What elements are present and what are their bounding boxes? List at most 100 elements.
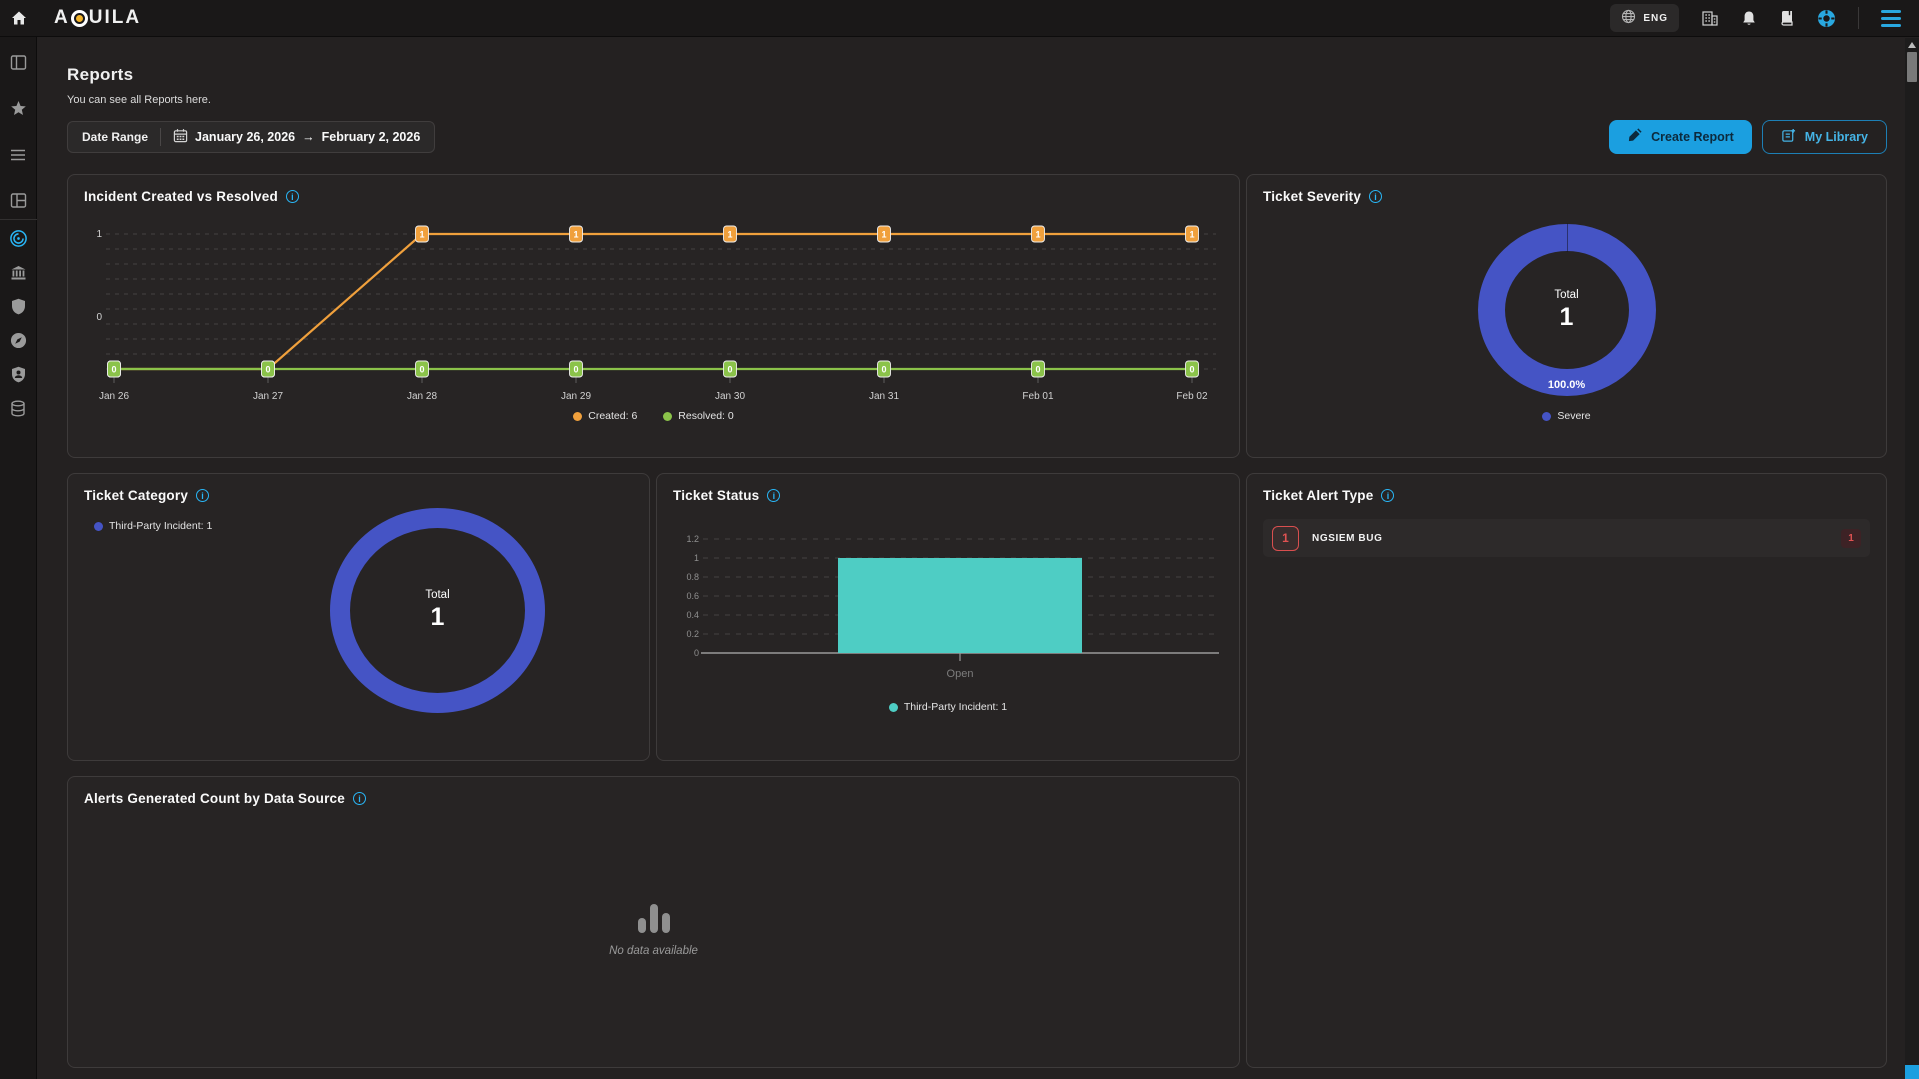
date-range-label: Date Range <box>82 130 149 144</box>
svg-text:1: 1 <box>419 230 424 240</box>
svg-text:1: 1 <box>881 230 886 240</box>
logo-text-suffix: UILA <box>88 7 142 28</box>
globe-icon <box>1621 9 1636 27</box>
svg-text:1: 1 <box>1035 230 1040 240</box>
help-wheel-icon[interactable] <box>1817 9 1836 28</box>
home-icon[interactable] <box>11 10 27 26</box>
shield-icon[interactable] <box>0 294 37 319</box>
panel-title: Ticket Severity <box>1263 189 1362 204</box>
panel-title: Incident Created vs Resolved <box>84 189 278 204</box>
create-report-label: Create Report <box>1651 130 1734 144</box>
layout-grid-icon[interactable] <box>0 188 37 213</box>
top-navbar: A UILA ENG <box>0 0 1919 37</box>
list-icon[interactable] <box>0 142 37 167</box>
svg-text:0: 0 <box>1189 365 1194 375</box>
svg-text:1: 1 <box>96 229 102 240</box>
library-icon <box>1781 128 1796 146</box>
info-icon[interactable] <box>196 489 210 502</box>
date-range-start: January 26, 2026 <box>195 130 296 144</box>
info-icon[interactable] <box>1381 489 1395 502</box>
arrow-right-icon: → <box>302 130 315 144</box>
sidebar-divider <box>0 219 37 220</box>
organization-icon[interactable] <box>1701 10 1719 27</box>
svg-text:Jan 27: Jan 27 <box>253 391 283 402</box>
panel-title: Alerts Generated Count by Data Source <box>84 791 345 806</box>
alert-count-badge: 1 <box>1841 528 1861 548</box>
user-shield-icon[interactable] <box>0 362 37 387</box>
created-dot-icon <box>573 411 583 421</box>
svg-text:0: 0 <box>111 365 116 375</box>
svg-text:1: 1 <box>694 553 699 563</box>
severe-dot-icon <box>1542 411 1552 421</box>
panel-ticket-status: Ticket Status 0 0.2 0.4 0.6 0.8 1 1.2 Open Thir… <box>656 473 1240 761</box>
svg-text:0: 0 <box>881 365 886 375</box>
donut-percentage-label: 100.0% <box>1547 379 1586 391</box>
info-icon[interactable] <box>352 792 366 805</box>
app-logo[interactable]: A UILA <box>54 7 141 29</box>
donut-slice-separator <box>1566 223 1568 252</box>
category-donut-chart[interactable]: Total 1 <box>330 508 545 713</box>
create-report-button[interactable]: Create Report <box>1609 120 1752 154</box>
legend-created[interactable]: Created: 6 <box>573 410 637 422</box>
legend-resolved[interactable]: Resolved: 0 <box>663 410 734 422</box>
bell-icon[interactable] <box>1741 10 1757 27</box>
empty-state: No data available <box>84 806 1223 1053</box>
scrollbar-thumb[interactable] <box>1907 52 1917 82</box>
info-icon[interactable] <box>1369 190 1383 203</box>
book-icon[interactable] <box>1779 10 1795 27</box>
svg-text:Jan 31: Jan 31 <box>869 391 899 402</box>
legend-third-party-incident[interactable]: Third-Party Incident: 1 <box>94 520 212 532</box>
panel-incident-created-vs-resolved: Incident Created vs Resolved 1 0 0 0 1 1 1 1 1 1 0… <box>67 174 1240 458</box>
compass-icon[interactable] <box>0 328 37 353</box>
panel-left-icon[interactable] <box>0 50 37 75</box>
donut-total-label: Total <box>425 589 450 601</box>
svg-text:0: 0 <box>573 365 578 375</box>
pen-icon <box>1627 128 1642 146</box>
left-sidebar <box>0 37 37 1079</box>
svg-text:Jan 29: Jan 29 <box>561 391 591 402</box>
star-icon[interactable] <box>0 96 37 121</box>
svg-text:1: 1 <box>727 230 732 240</box>
donut-total-label: Total <box>1554 288 1579 301</box>
svg-text:0: 0 <box>727 365 732 375</box>
my-library-label: My Library <box>1804 130 1868 144</box>
navbar-divider <box>1858 7 1859 29</box>
category-dot-icon <box>94 521 103 531</box>
alert-type-row[interactable]: 1 NGSIEM BUG 1 <box>1263 519 1870 557</box>
legend-third-party-incident[interactable]: Third-Party Incident: 1 <box>888 701 1007 713</box>
date-range-divider <box>160 128 162 146</box>
donut-total-value: 1 <box>430 603 445 631</box>
vertical-scrollbar[interactable] <box>1905 38 1919 1079</box>
language-label: ENG <box>1643 12 1668 24</box>
info-icon[interactable] <box>285 190 299 203</box>
panel-title: Ticket Status <box>673 488 760 503</box>
bank-icon[interactable] <box>0 260 37 285</box>
legend-severe[interactable]: Severe <box>1542 410 1591 422</box>
status-bar-chart: 0 0.2 0.4 0.6 0.8 1 1.2 Open <box>686 534 1219 680</box>
status-dot-icon <box>888 702 898 712</box>
calendar-icon <box>173 128 188 146</box>
panel-ticket-category: Ticket Category Third-Party Incident: 1 … <box>67 473 650 761</box>
resolved-dot-icon <box>663 411 673 421</box>
scroll-up-arrow-icon[interactable] <box>1908 42 1916 48</box>
my-library-button[interactable]: My Library <box>1761 120 1887 154</box>
date-range-end: February 2, 2026 <box>321 130 421 144</box>
severity-donut-chart[interactable]: Total 1 100.0% <box>1477 223 1656 396</box>
panel-ticket-alert-type: Ticket Alert Type 1 NGSIEM BUG 1 <box>1246 473 1887 1068</box>
toolbar: Date Range January 26, 2026 → February 2… <box>67 120 1887 154</box>
alert-count-box: 1 <box>1272 525 1299 551</box>
language-selector[interactable]: ENG <box>1610 4 1679 32</box>
date-range-picker[interactable]: Date Range January 26, 2026 → February 2… <box>67 121 436 153</box>
target-icon[interactable] <box>0 226 37 251</box>
no-data-text: No data available <box>609 944 698 957</box>
svg-text:Jan 30: Jan 30 <box>715 391 745 402</box>
menu-icon[interactable] <box>1881 9 1901 27</box>
info-icon[interactable] <box>767 489 781 502</box>
svg-text:Jan 28: Jan 28 <box>407 391 437 402</box>
panel-title: Ticket Category <box>84 488 189 503</box>
database-icon[interactable] <box>0 396 37 421</box>
svg-text:1: 1 <box>573 230 578 240</box>
svg-text:0: 0 <box>694 648 699 658</box>
logo-text-prefix: A <box>54 7 70 28</box>
